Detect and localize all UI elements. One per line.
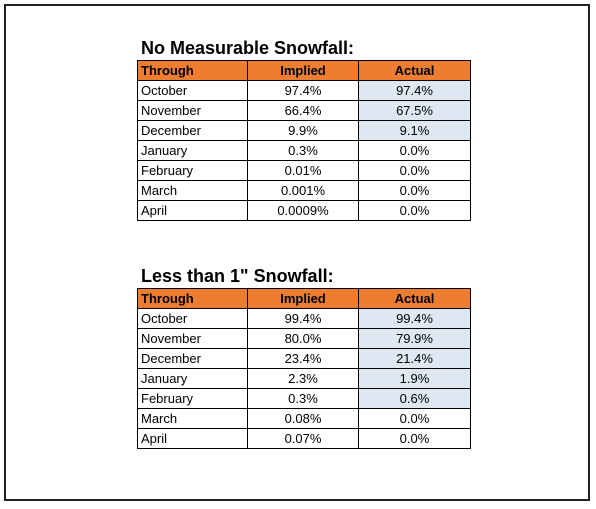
implied-cell: 97.4% [247, 80, 359, 101]
month-cell: October [137, 80, 248, 101]
table-row: November 66.4% 67.5% [137, 100, 471, 121]
table-row: March 0.08% 0.0% [137, 408, 471, 429]
implied-cell: 0.01% [247, 160, 359, 181]
implied-cell: 9.9% [247, 120, 359, 141]
month-cell: March [137, 408, 248, 429]
actual-cell: 0.0% [358, 428, 471, 449]
month-cell: February [137, 160, 248, 181]
implied-cell: 66.4% [247, 100, 359, 121]
column-header-through: Through [137, 288, 248, 309]
actual-cell: 0.0% [358, 180, 471, 201]
column-header-implied: Implied [247, 60, 359, 81]
section-title: No Measurable Snowfall: [141, 38, 355, 58]
no-measurable-snowfall-section: No Measurable Snowfall: Through Implied … [137, 36, 471, 221]
implied-cell: 23.4% [247, 348, 359, 369]
implied-cell: 80.0% [247, 328, 359, 349]
snowfall-table: Through Implied Actual October 99.4% 99.… [137, 288, 471, 449]
month-cell: October [137, 308, 248, 329]
column-header-implied: Implied [247, 288, 359, 309]
actual-cell: 99.4% [358, 308, 471, 329]
month-cell: November [137, 100, 248, 121]
table-row: February 0.01% 0.0% [137, 160, 471, 181]
table-row: December 9.9% 9.1% [137, 120, 471, 141]
actual-cell: 79.9% [358, 328, 471, 349]
month-cell: April [137, 428, 248, 449]
table-row: March 0.001% 0.0% [137, 180, 471, 201]
table-row: April 0.0009% 0.0% [137, 200, 471, 221]
column-header-actual: Actual [358, 60, 471, 81]
header-row: Through Implied Actual [137, 60, 471, 81]
actual-cell: 0.0% [358, 160, 471, 181]
implied-cell: 0.0009% [247, 200, 359, 221]
implied-cell: 0.3% [247, 140, 359, 161]
column-header-through: Through [137, 60, 248, 81]
implied-cell: 2.3% [247, 368, 359, 389]
actual-cell: 21.4% [358, 348, 471, 369]
less-than-1-inch-snowfall-section: Less than 1" Snowfall: Through Implied A… [137, 264, 471, 449]
column-header-actual: Actual [358, 288, 471, 309]
header-row: Through Implied Actual [137, 288, 471, 309]
month-cell: November [137, 328, 248, 349]
implied-cell: 0.08% [247, 408, 359, 429]
table-row: January 0.3% 0.0% [137, 140, 471, 161]
table-row: October 97.4% 97.4% [137, 80, 471, 101]
month-cell: February [137, 388, 248, 409]
table-row: December 23.4% 21.4% [137, 348, 471, 369]
month-cell: March [137, 180, 248, 201]
month-cell: April [137, 200, 248, 221]
table-row: January 2.3% 1.9% [137, 368, 471, 389]
table-row: April 0.07% 0.0% [137, 428, 471, 449]
actual-cell: 0.0% [358, 140, 471, 161]
actual-cell: 67.5% [358, 100, 471, 121]
month-cell: January [137, 140, 248, 161]
implied-cell: 0.07% [247, 428, 359, 449]
implied-cell: 0.3% [247, 388, 359, 409]
snowfall-table: Through Implied Actual October 97.4% 97.… [137, 60, 471, 221]
actual-cell: 1.9% [358, 368, 471, 389]
implied-cell: 0.001% [247, 180, 359, 201]
actual-cell: 0.0% [358, 408, 471, 429]
actual-cell: 97.4% [358, 80, 471, 101]
actual-cell: 0.0% [358, 200, 471, 221]
month-cell: January [137, 368, 248, 389]
table-row: October 99.4% 99.4% [137, 308, 471, 329]
actual-cell: 9.1% [358, 120, 471, 141]
table-row: November 80.0% 79.9% [137, 328, 471, 349]
section-title: Less than 1" Snowfall: [141, 266, 334, 286]
implied-cell: 99.4% [247, 308, 359, 329]
actual-cell: 0.6% [358, 388, 471, 409]
month-cell: December [137, 348, 248, 369]
table-row: February 0.3% 0.6% [137, 388, 471, 409]
month-cell: December [137, 120, 248, 141]
document-frame: No Measurable Snowfall: Through Implied … [4, 4, 590, 501]
